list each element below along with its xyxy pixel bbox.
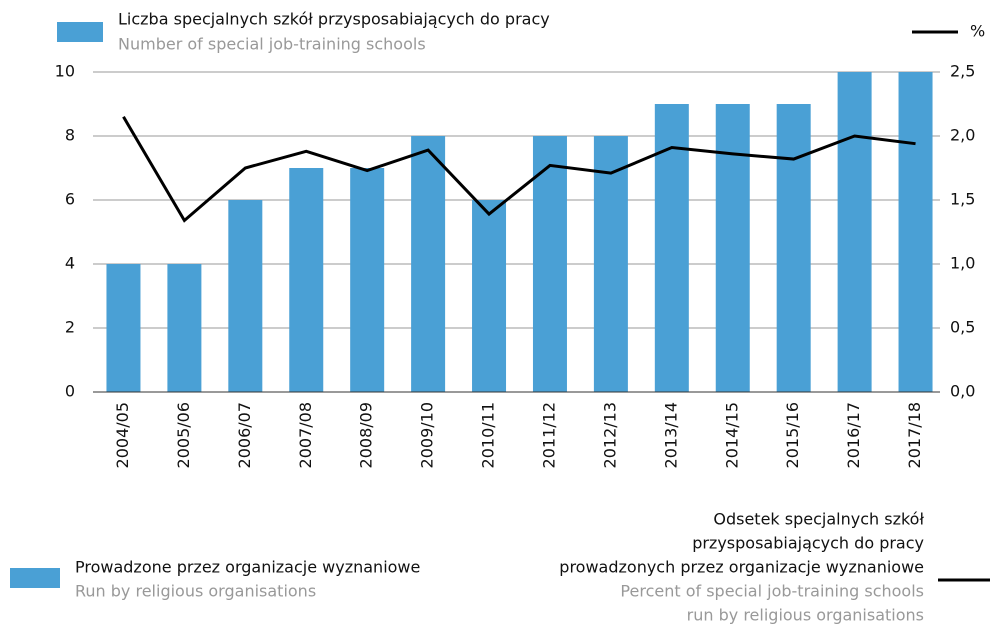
x-tick-label: 2013/14 — [661, 402, 680, 468]
y2-tick-label: 0,5 — [950, 318, 975, 337]
y-tick-label: 10 — [55, 62, 75, 81]
bar — [532, 136, 567, 392]
x-tick-label: 2011/12 — [539, 402, 558, 468]
bar — [167, 264, 202, 392]
legend-note: prowadzonych przez organizacje wyznaniow… — [559, 558, 924, 577]
legend-note-en: Percent of special job-training schools — [620, 582, 924, 601]
legend-swatch — [10, 568, 60, 588]
bar — [776, 104, 811, 392]
y2-tick-label: 0,0 — [950, 382, 975, 401]
y-tick-label: 0 — [65, 382, 75, 401]
x-tick-label: 2016/17 — [844, 402, 863, 468]
bar — [898, 72, 933, 392]
x-tick-label: 2006/07 — [235, 402, 254, 468]
x-tick-label: 2014/15 — [722, 402, 741, 468]
x-tick-label: 2010/11 — [479, 402, 498, 468]
x-tick-label: 2005/06 — [174, 402, 193, 468]
legend-note: Prowadzone przez organizacje wyznaniowe — [75, 558, 420, 577]
legend-note: Odsetek specjalnych szkół — [713, 510, 924, 529]
legend-label: Liczba specjalnych szkół przysposabiając… — [118, 10, 550, 29]
y-tick-label: 2 — [65, 318, 75, 337]
y-tick-label: 6 — [65, 190, 75, 209]
line — [122, 116, 916, 223]
x-tick-label: 2012/13 — [600, 402, 619, 468]
bar — [350, 168, 385, 392]
bar — [411, 136, 446, 392]
legend-label: % — [970, 22, 985, 41]
bar — [593, 136, 628, 392]
x-tick-label: 2009/10 — [418, 402, 437, 468]
legend-note-en: run by religious organisations — [687, 606, 924, 625]
y-tick-label: 4 — [65, 254, 75, 273]
y-tick-label: 8 — [65, 126, 75, 145]
legend-note-en: Run by religious organisations — [75, 582, 316, 601]
legend-note: przysposabiających do pracy — [692, 534, 924, 553]
bar — [289, 168, 324, 392]
bar — [837, 72, 872, 392]
x-tick-label: 2017/18 — [905, 402, 924, 468]
x-tick-label: 2015/16 — [783, 402, 802, 468]
x-tick-label: 2004/05 — [113, 402, 132, 468]
legend-label-en: Number of special job-training schools — [118, 35, 426, 54]
bar — [715, 104, 750, 392]
bar — [228, 200, 263, 392]
y2-tick-label: 1,5 — [950, 190, 975, 209]
bar — [472, 200, 507, 392]
y2-tick-label: 2,5 — [950, 62, 975, 81]
x-tick-label: 2008/09 — [357, 402, 376, 468]
legend-swatch — [57, 22, 103, 42]
bar — [106, 264, 141, 392]
y2-tick-label: 2,0 — [950, 126, 975, 145]
y2-tick-label: 1,0 — [950, 254, 975, 273]
x-tick-label: 2007/08 — [296, 402, 315, 468]
